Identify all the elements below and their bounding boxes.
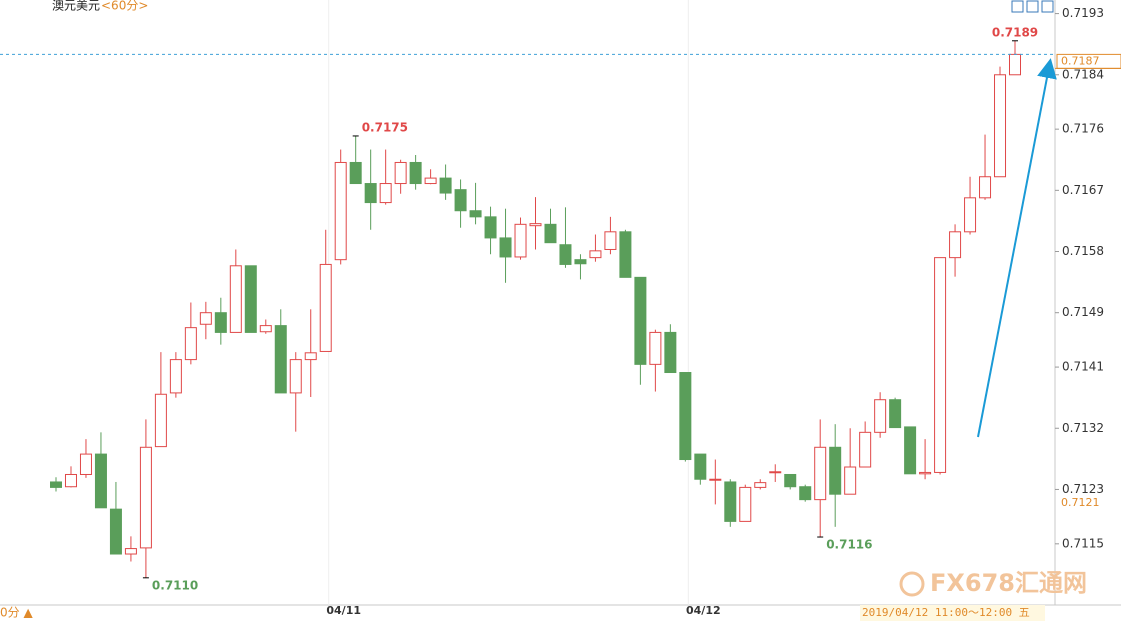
candle-body <box>694 453 707 480</box>
period: <60分> <box>101 0 148 13</box>
candle-body <box>319 263 332 352</box>
candle-body <box>214 312 227 333</box>
candle-body <box>1009 53 1021 76</box>
candle-body <box>574 259 587 265</box>
candle-body <box>334 161 347 261</box>
extreme-label: 0.7116 <box>826 538 872 552</box>
candle-body <box>349 161 362 185</box>
candle-body <box>109 508 122 555</box>
extreme-label: 0.7110 <box>152 578 198 592</box>
period-footer[interactable]: 0分 ▲ <box>0 606 33 620</box>
candle-body <box>754 482 767 488</box>
candle-body <box>844 466 857 495</box>
candle-body <box>949 231 962 259</box>
candle-body <box>979 176 992 199</box>
y-tick-label: 0.7184 <box>1062 67 1104 81</box>
y-tick-label: 0.7115 <box>1062 536 1104 550</box>
candle-body <box>649 331 662 365</box>
candle-body <box>184 327 197 361</box>
candle-body <box>874 399 887 433</box>
y-tick-label: 0.7123 <box>1062 482 1104 496</box>
candle-body <box>634 276 647 365</box>
y-tick-label: 0.7176 <box>1062 122 1104 136</box>
y-tick-label: 0.7193 <box>1062 6 1104 20</box>
candle-body <box>139 446 152 549</box>
candle-body <box>169 359 182 394</box>
candle-body <box>529 223 542 227</box>
last-price-label: 0.7187 <box>1061 54 1100 67</box>
candle-body <box>229 265 242 333</box>
candle-body <box>409 161 422 185</box>
y-tick-label: 0.7141 <box>1062 360 1104 374</box>
x-tick-label: 04/12 <box>686 604 721 617</box>
candle-body <box>94 453 107 509</box>
candle-body <box>559 244 572 265</box>
chart-title: 澳元美元 <box>52 0 100 13</box>
candle-body <box>469 210 482 218</box>
candle-body <box>379 183 392 204</box>
candle-body <box>934 257 947 473</box>
candle-body <box>709 478 722 481</box>
candle-body <box>439 177 452 194</box>
candle-body <box>994 74 1007 178</box>
toolbar-button[interactable] <box>1026 0 1039 13</box>
status: 2019/04/12 11:00～12:00 五 <box>862 606 1030 619</box>
candle-body <box>394 161 407 185</box>
candle-body <box>784 473 797 488</box>
candle-body <box>454 189 467 212</box>
y-tick-label: 0.7158 <box>1062 244 1104 258</box>
candle-body <box>679 372 692 461</box>
candle-body <box>364 183 377 204</box>
candle-body <box>124 548 137 555</box>
candle-body <box>814 446 827 501</box>
toolbar-button[interactable] <box>1041 0 1054 13</box>
candle-body <box>514 223 527 258</box>
extreme-label: 0.7189 <box>992 25 1038 39</box>
candle-body <box>304 352 317 361</box>
candle-body <box>799 486 812 501</box>
reference-price-label: 0.7121 <box>1061 496 1100 509</box>
candle-body <box>769 471 782 474</box>
candle-body <box>739 486 752 522</box>
candle-body <box>619 231 632 278</box>
candle-body <box>79 453 92 475</box>
y-tick-label: 0.7132 <box>1062 421 1104 435</box>
candle-body <box>544 223 557 244</box>
toolbar-button[interactable] <box>1011 0 1024 13</box>
candle-body <box>664 331 677 374</box>
candle-body <box>50 481 62 488</box>
candle-body <box>859 431 872 468</box>
extreme-label: 0.7175 <box>362 120 408 134</box>
candle-body <box>604 231 617 250</box>
candle-body <box>919 471 932 475</box>
watermark-logo <box>899 571 925 597</box>
candle-body <box>289 359 302 394</box>
watermark: FX678汇通网 <box>930 569 1087 597</box>
toolbar <box>1011 0 1054 13</box>
candle-body <box>964 197 977 233</box>
y-tick-label: 0.7167 <box>1062 183 1104 197</box>
candle-body <box>199 312 212 325</box>
candle-body <box>424 177 437 185</box>
candle-body <box>484 216 497 239</box>
status-background <box>860 605 1045 621</box>
candle-body <box>829 446 842 495</box>
candle-body <box>259 325 272 333</box>
candle-body <box>244 265 257 333</box>
candle-body <box>904 426 917 475</box>
trend-arrow <box>977 58 1057 438</box>
candle-body <box>589 250 602 259</box>
candle-body <box>154 393 167 448</box>
candle-body <box>274 325 287 394</box>
candle-body <box>724 481 737 522</box>
y-tick-label: 0.7149 <box>1062 305 1104 319</box>
candle-body <box>499 237 512 258</box>
candle-body <box>64 473 77 488</box>
x-tick-label: 04/11 <box>326 604 361 617</box>
candle-body <box>889 399 902 429</box>
